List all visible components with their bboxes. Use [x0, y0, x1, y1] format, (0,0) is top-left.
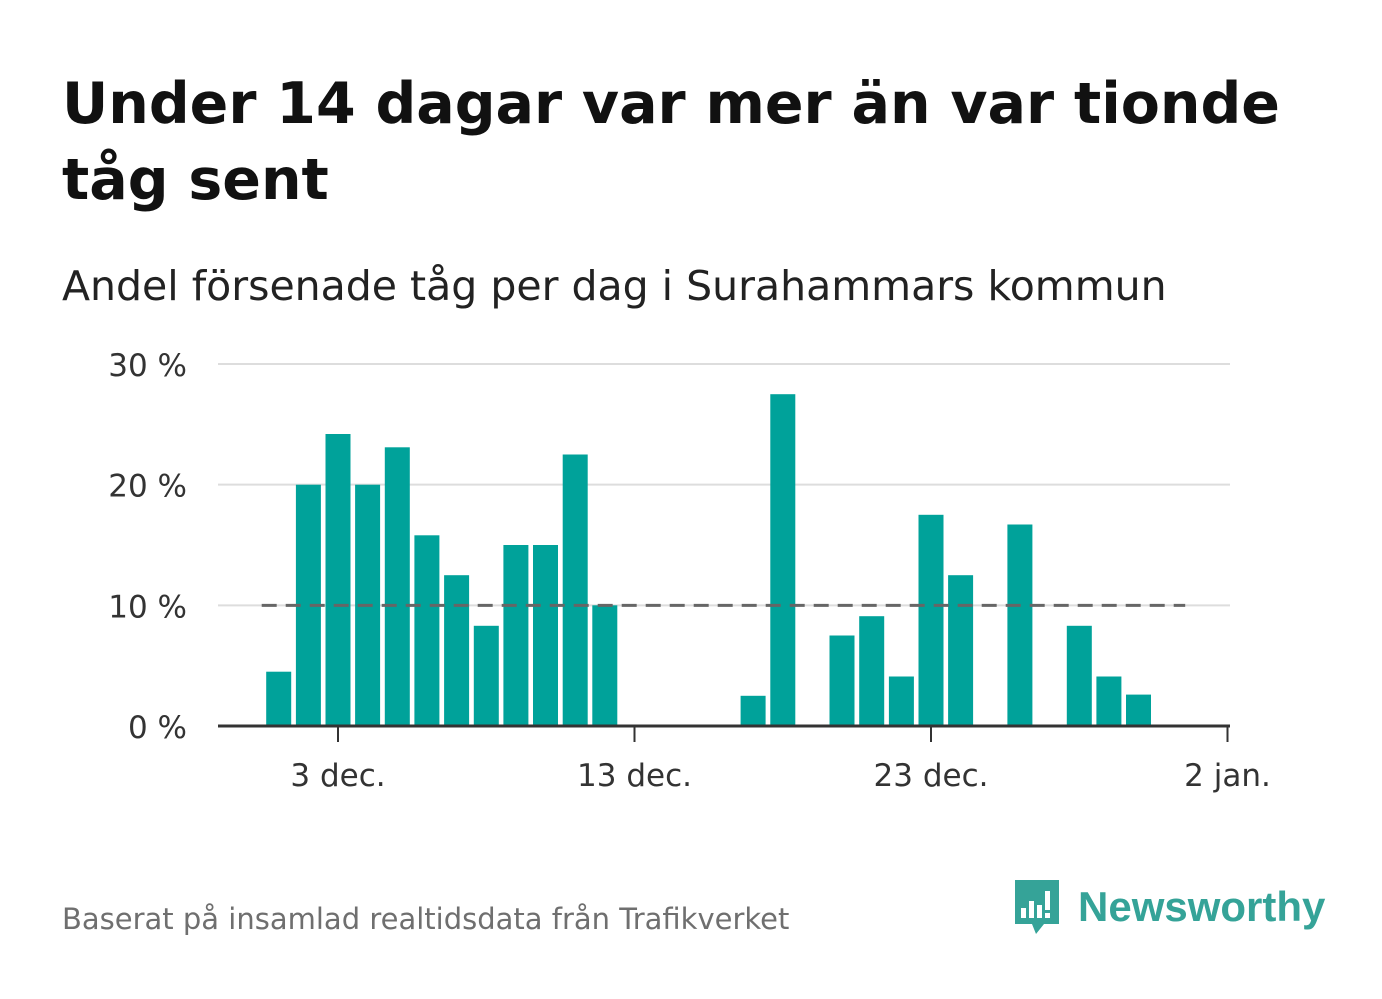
- bar-chart: 0 % 10 % 20 % 30 % 3 dec. 13 dec. 23 dec. 2 jan…: [108, 348, 1271, 794]
- bar: [444, 575, 470, 726]
- bar: [859, 616, 885, 726]
- bar: [592, 605, 618, 726]
- bar: [414, 535, 440, 726]
- bar: [948, 575, 974, 726]
- bar: [533, 545, 558, 726]
- chart-subtitle: Andel försenade tåg per dag i Surahammar…: [62, 262, 1167, 310]
- bar: [503, 545, 529, 726]
- bar: [473, 625, 499, 726]
- source-note: Baserat på insamlad realtidsdata från Tr…: [62, 902, 790, 936]
- bar: [1066, 625, 1092, 726]
- brand-name: Newsworthy: [1078, 883, 1326, 930]
- bar: [562, 454, 588, 726]
- newsworthy-logo: Newsworthy: [1012, 877, 1325, 937]
- x-tick-label: 3 dec.: [290, 758, 385, 794]
- y-tick-label: 10 %: [108, 589, 187, 625]
- bar: [266, 671, 292, 726]
- bar: [888, 676, 914, 726]
- y-tick-label: 0 %: [128, 710, 187, 746]
- axes: 0 % 10 % 20 % 30 % 3 dec. 13 dec. 23 dec. 2 jan…: [108, 348, 1271, 794]
- bar: [1007, 524, 1033, 726]
- x-tick-label: 23 dec.: [874, 758, 989, 794]
- y-tick-label: 30 %: [108, 348, 187, 384]
- chart-title: Under 14 dagar var mer än var tionde tåg…: [62, 71, 1280, 213]
- bar: [325, 434, 351, 726]
- bar: [770, 394, 796, 726]
- y-tick-label: 20 %: [108, 469, 187, 505]
- bar: [918, 514, 944, 726]
- bar: [384, 447, 410, 726]
- chart-speech-bubble-icon: [1015, 880, 1059, 934]
- bar: [829, 635, 855, 726]
- bar: [1096, 676, 1122, 726]
- bars: [266, 394, 1151, 726]
- x-tick-label: 2 jan.: [1184, 758, 1271, 794]
- x-tick-label: 13 dec.: [577, 758, 692, 794]
- bar: [1126, 694, 1151, 726]
- bar: [740, 695, 766, 726]
